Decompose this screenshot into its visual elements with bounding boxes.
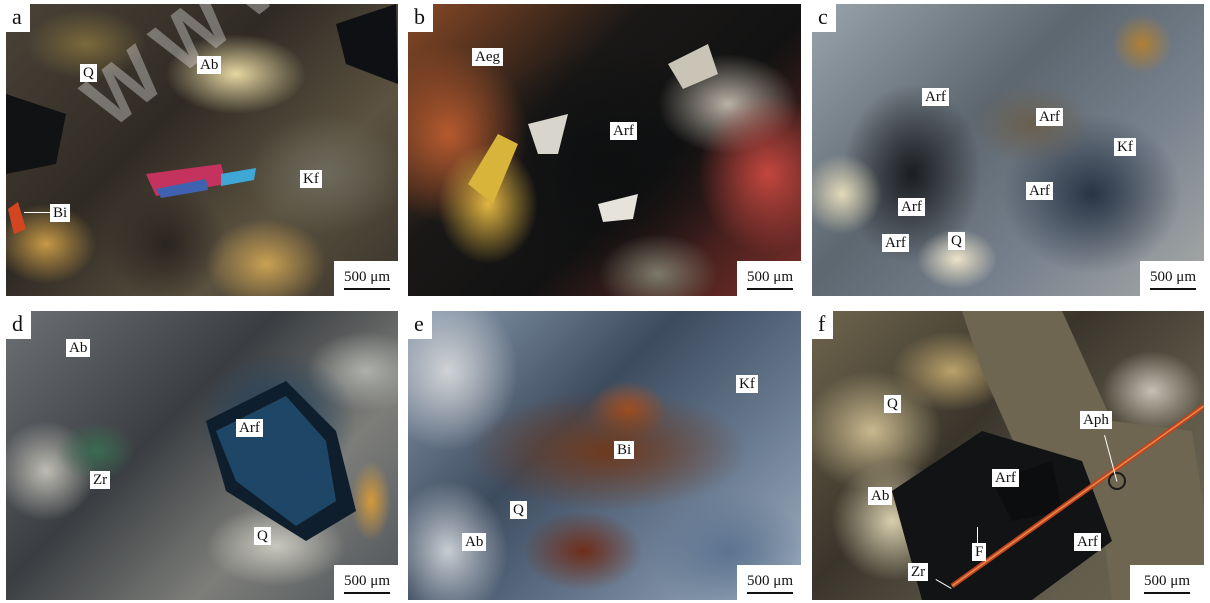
panel-label: d xyxy=(6,311,31,339)
panel-d: d Ab Arf Zr Q 500 μm xyxy=(6,311,398,600)
panel-b-crystals xyxy=(468,44,718,222)
scale-line xyxy=(747,592,793,594)
mineral-label-zr: Zr xyxy=(90,471,111,489)
mineral-label-arf: Arf xyxy=(610,122,637,140)
scale-line xyxy=(1150,288,1196,290)
scale-line xyxy=(344,592,390,594)
scale-bar: 500 μm xyxy=(737,565,801,600)
mineral-label-bi: Bi xyxy=(50,204,71,222)
mineral-label-q: Q xyxy=(884,395,901,413)
mineral-label-zr: Zr xyxy=(908,563,929,581)
scale-bar: 500 μm xyxy=(334,565,398,600)
panel-b: b Aeg Arf 500 μm xyxy=(408,4,801,296)
mineral-label-ab: Ab xyxy=(197,56,222,74)
scale-bar: 500 μm xyxy=(1130,565,1204,600)
scale-label: 500 μm xyxy=(1150,269,1196,285)
mineral-label-arf: Arf xyxy=(882,234,909,252)
mineral-label-arf: Arf xyxy=(1026,182,1053,200)
panel-d-crystals xyxy=(206,381,356,541)
panel-label: e xyxy=(408,311,432,339)
scale-label: 500 μm xyxy=(1144,573,1190,589)
panel-a-crystals xyxy=(6,4,398,234)
mineral-label-arf: Arf xyxy=(898,198,925,216)
mineral-label-q: Q xyxy=(80,64,97,82)
leader-line xyxy=(977,527,978,543)
scale-bar: 500 μm xyxy=(334,261,398,296)
mineral-label-arf: Arf xyxy=(236,419,263,437)
panel-label: c xyxy=(812,4,836,32)
scale-bar: 500 μm xyxy=(737,261,801,296)
mineral-label-arf: Arf xyxy=(1036,108,1063,126)
mineral-label-aph: Aph xyxy=(1080,411,1112,429)
mineral-label-q: Q xyxy=(948,232,965,250)
panel-e: e Kf Bi Q Ab 500 μm xyxy=(408,311,801,600)
panel-c: c Arf Arf Kf Arf Arf Arf Q 500 μm xyxy=(812,4,1204,296)
panel-f: f Q Aph Arf Ab F Arf Zr 500 μm xyxy=(812,311,1204,600)
mineral-label-arf: Arf xyxy=(1074,533,1101,551)
scale-label: 500 μm xyxy=(747,573,793,589)
mineral-label-q: Q xyxy=(254,527,271,545)
scale-label: 500 μm xyxy=(344,269,390,285)
scale-bar: 500 μm xyxy=(1140,261,1204,296)
mineral-label-arf: Arf xyxy=(992,469,1019,487)
scale-label: 500 μm xyxy=(747,269,793,285)
mineral-label-ab: Ab xyxy=(868,487,893,505)
mineral-label-kf: Kf xyxy=(300,170,322,188)
mineral-label-arf: Arf xyxy=(922,88,949,106)
panel-label: f xyxy=(812,311,834,339)
scale-label: 500 μm xyxy=(344,573,390,589)
scale-line xyxy=(1144,592,1190,594)
panel-f-crystals xyxy=(892,311,1204,600)
leader-line xyxy=(24,212,50,213)
panel-label: a xyxy=(6,4,30,32)
scale-line xyxy=(747,288,793,290)
mineral-label-kf: Kf xyxy=(1114,138,1136,156)
panel-a: WWW.YSKW. a Q Ab Kf Bi 500 μm xyxy=(6,4,398,296)
panel-label: b xyxy=(408,4,433,32)
mineral-label-ab: Ab xyxy=(66,339,91,357)
mineral-label-f: F xyxy=(972,543,987,561)
mineral-label-bi: Bi xyxy=(614,441,635,459)
mineral-label-ab: Ab xyxy=(462,533,487,551)
mineral-label-q: Q xyxy=(510,501,527,519)
mineral-label-aeg: Aeg xyxy=(472,48,503,66)
scale-line xyxy=(344,288,390,290)
mineral-label-kf: Kf xyxy=(736,375,758,393)
